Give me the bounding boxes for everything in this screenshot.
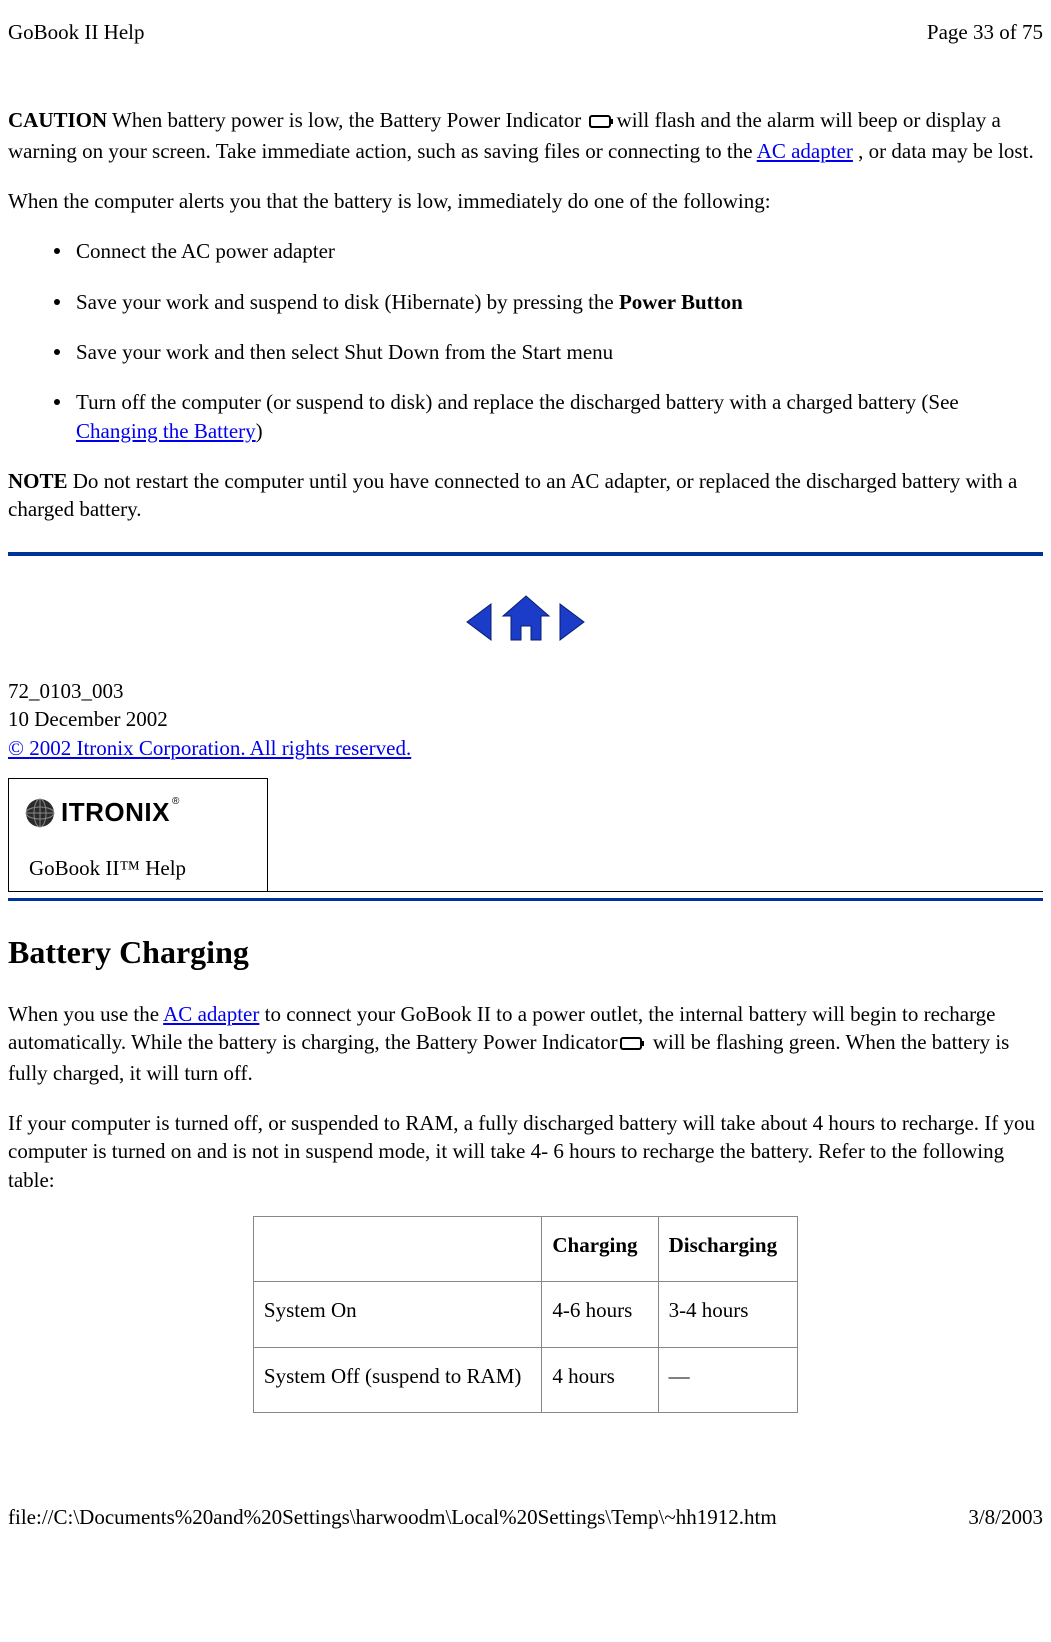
alert-intro: When the computer alerts you that the ba… [8,187,1043,215]
list-item-text-tail: ) [256,419,263,443]
brand-subtitle: GoBook II™ Help [25,854,251,882]
copyright-link[interactable]: © 2002 Itronix Corporation. All rights r… [8,736,411,760]
power-button-label: Power Button [619,290,743,314]
page-footer: file://C:\Documents%20and%20Settings\har… [0,1413,1051,1549]
table-header-discharging: Discharging [658,1216,798,1281]
brand-name: ITRONIX® [61,795,179,830]
page-header: GoBook II Help Page 33 of 75 [0,0,1051,46]
caution-text-pre: When battery power is low, the Battery P… [107,108,586,132]
section-title: Battery Charging [8,931,1043,974]
footer-date: 3/8/2003 [968,1503,1043,1531]
list-item: Save your work and suspend to disk (Hibe… [54,288,1043,316]
caution-paragraph: CAUTION When battery power is low, the B… [8,106,1043,165]
table-cell: 4 hours [542,1347,658,1412]
note-label: NOTE [8,469,68,493]
brand-box: ITRONIX® GoBook II™ Help [8,778,268,890]
note-paragraph: NOTE Do not restart the computer until y… [8,467,1043,524]
caution-label: CAUTION [8,108,107,132]
header-title: GoBook II Help [8,18,144,46]
brand-name-text: ITRONIX [61,797,170,827]
brand-line: ITRONIX® [25,795,251,830]
list-item-text: Connect the AC power adapter [76,239,335,263]
table-cell: System On [253,1282,541,1347]
footer-path: file://C:\Documents%20and%20Settings\har… [8,1503,777,1531]
battery-icon [620,1030,646,1058]
divider-thin [8,891,1043,892]
caution-text-tail: , or data may be lost. [853,139,1034,163]
nav-next-icon[interactable] [558,598,588,653]
table-cell: — [658,1347,798,1412]
nav-row [8,556,1043,677]
header-page: Page 33 of 75 [927,18,1043,46]
list-item-text: Turn off the computer (or suspend to dis… [76,390,959,414]
registered-mark: ® [172,796,179,807]
table-header-row: Charging Discharging [253,1216,797,1281]
nav-prev-icon[interactable] [463,598,493,653]
globe-icon [25,798,55,828]
page-content: CAUTION When battery power is low, the B… [0,46,1051,1413]
battery-icon [589,108,615,136]
actions-list: Connect the AC power adapter Save your w… [8,237,1043,445]
table-row: System On 4-6 hours 3-4 hours [253,1282,797,1347]
table-cell: System Off (suspend to RAM) [253,1347,541,1412]
table-cell: 4-6 hours [542,1282,658,1347]
note-body: Do not restart the computer until you ha… [8,469,1017,521]
list-item-text: Save your work and suspend to disk (Hibe… [76,290,619,314]
table-cell: 3-4 hours [658,1282,798,1347]
charging-table: Charging Discharging System On 4-6 hours… [253,1216,798,1413]
table-header-charging: Charging [542,1216,658,1281]
section2-p2: If your computer is turned off, or suspe… [8,1109,1043,1194]
changing-battery-link[interactable]: Changing the Battery [76,419,256,443]
list-item: Turn off the computer (or suspend to dis… [54,388,1043,445]
table-header-blank [253,1216,541,1281]
list-item: Save your work and then select Shut Down… [54,338,1043,366]
p1-pre: When you use the [8,1002,163,1026]
ac-adapter-link[interactable]: AC adapter [757,139,853,163]
ac-adapter-link-2[interactable]: AC adapter [163,1002,259,1026]
doc-number: 72_0103_003 [8,677,1043,705]
doc-meta: 72_0103_003 10 December 2002 © 2002 Itro… [8,677,1043,762]
divider-blue-thin [8,898,1043,901]
nav-home-icon[interactable] [499,592,553,653]
list-item-text: Save your work and then select Shut Down… [76,340,613,364]
table-row: System Off (suspend to RAM) 4 hours — [253,1347,797,1412]
list-item: Connect the AC power adapter [54,237,1043,265]
section2-p1: When you use the AC adapter to connect y… [8,1000,1043,1087]
doc-date: 10 December 2002 [8,705,1043,733]
